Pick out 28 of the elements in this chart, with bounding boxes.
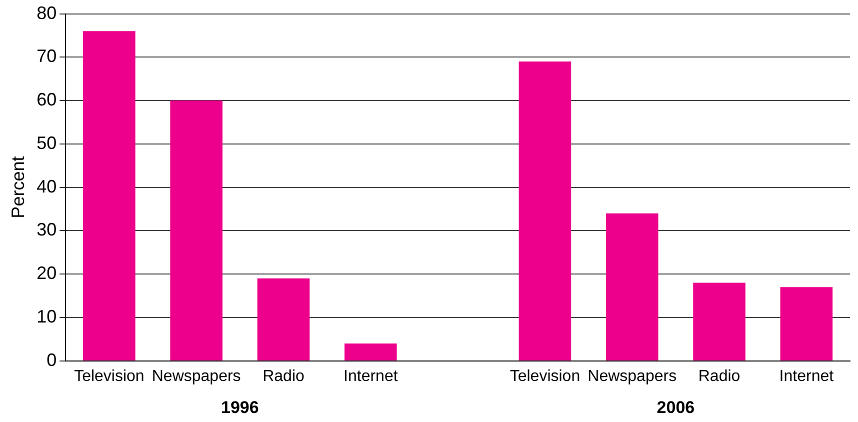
y-tick-label: 40: [36, 176, 57, 196]
y-axis-title: Percent: [8, 156, 28, 218]
bar: [693, 282, 746, 360]
x-tick-label: Television: [74, 368, 144, 385]
y-tick-label: 60: [36, 90, 57, 110]
x-tick-label: Newspapers: [588, 368, 677, 385]
y-tick-label: 50: [36, 132, 57, 153]
bar: [606, 213, 658, 360]
y-tick-label: 70: [36, 46, 57, 66]
bar: [170, 100, 222, 360]
x-tick-label: Newspapers: [152, 368, 241, 385]
text: 2006: [656, 398, 695, 418]
y-tick-label: 80: [36, 2, 57, 23]
text: 1996: [221, 398, 259, 418]
bar: [344, 343, 397, 360]
y-tick-label: 20: [36, 263, 57, 284]
x-tick-label: Radio: [698, 368, 740, 385]
y-tick-label: 0: [46, 350, 57, 370]
y-tick-label: 30: [36, 220, 57, 240]
bar: [518, 62, 572, 360]
x-tick-label: Internet: [344, 368, 398, 385]
bar: [257, 278, 310, 360]
y-tick-label: 10: [36, 306, 57, 326]
x-tick-label: Internet: [779, 368, 834, 385]
x-tick-label: Radio: [262, 368, 305, 385]
bar: [83, 31, 136, 360]
bar: [780, 287, 833, 360]
x-tick-label: Television: [510, 368, 580, 385]
